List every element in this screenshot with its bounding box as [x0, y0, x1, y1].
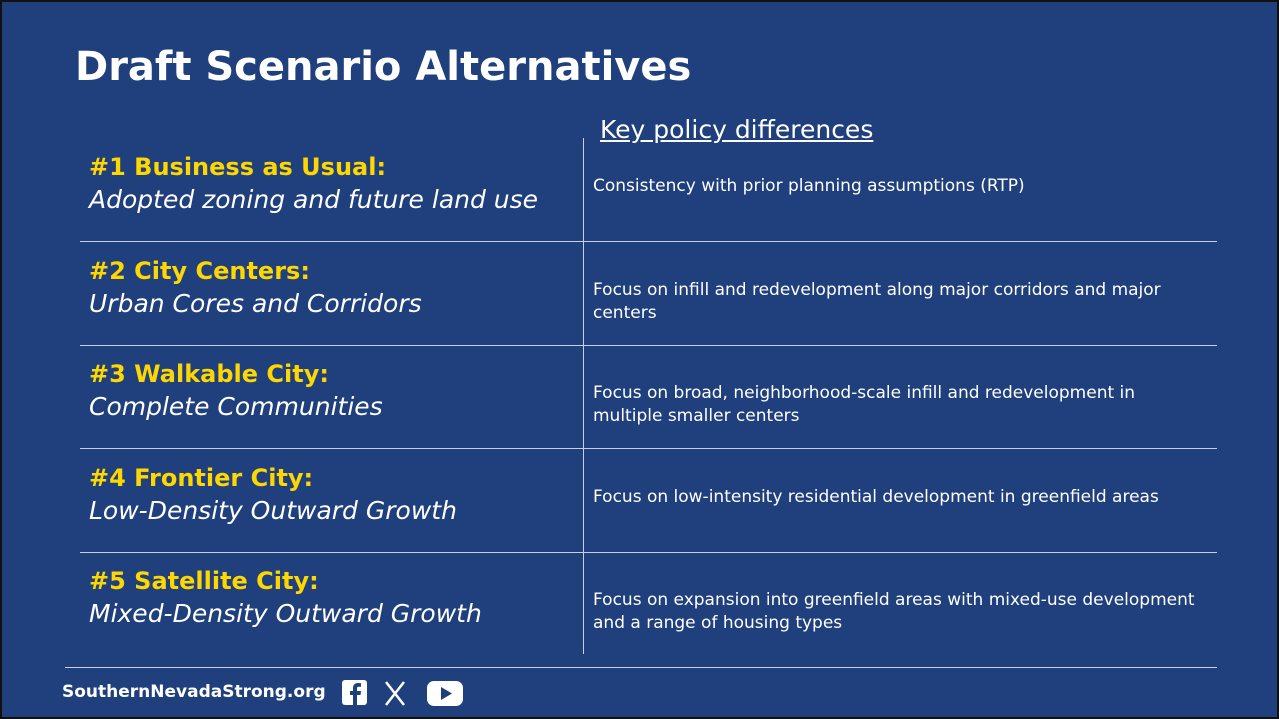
scenario-name: #4 Frontier City:	[89, 463, 314, 492]
policy-description: Focus on broad, neighborhood-scale infil…	[593, 383, 1136, 426]
scenario-subtitle: Urban Cores and Corridors	[89, 288, 422, 318]
divider	[583, 138, 584, 654]
scenario-subtitle: Mixed-Density Outward Growth	[89, 599, 482, 628]
scenario-subtitle: Complete Communities	[89, 392, 383, 421]
footer-rule	[65, 667, 1217, 668]
table-row: #3 Walkable City: Complete Communities Foc…	[80, 345, 1217, 449]
table-row: #1 Business as Usual: Adopted zoning and …	[80, 138, 1217, 242]
scenario-name: #1 Business as Usual:	[89, 153, 387, 181]
title: Draft Scenario Alternatives	[75, 44, 692, 90]
scenario-subtitle: Low-Density Outward Growth	[89, 495, 457, 525]
policy-description: Focus on expansion into greenfield areas…	[593, 590, 1195, 633]
policy-description: Consistency with prior planning assumpti…	[593, 176, 1025, 196]
social-icons	[342, 680, 463, 706]
column-heading: Key policy differences	[600, 115, 874, 144]
scenario-name: #3 Walkable City:	[89, 360, 329, 388]
policy-description: Focus on infill and redevelopment along …	[593, 279, 1161, 323]
scenario-name: #2 City Centers:	[89, 256, 310, 285]
scenario-subtitle: Adopted zoning and future land use	[89, 185, 539, 214]
policy-description: Focus on low-intensity residential devel…	[593, 486, 1159, 507]
table-row: #2 City Centers: Urban Cores and Corridor…	[80, 242, 1217, 346]
scenario-name: #5 Satellite City:	[89, 567, 319, 595]
table-row: #5 Satellite City: Mixed-Density Outward …	[80, 552, 1217, 655]
table-row: #4 Frontier City: Low-Density Outward Gro…	[80, 449, 1217, 553]
website: SouthernNevadaStrong.org	[62, 682, 326, 702]
x-icon[interactable]	[385, 681, 405, 706]
